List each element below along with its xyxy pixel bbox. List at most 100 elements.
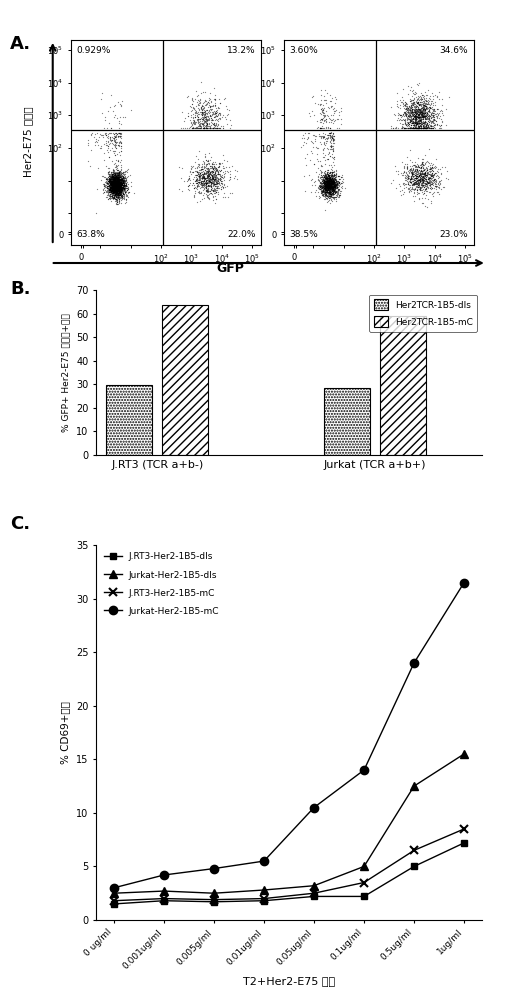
Point bbox=[203, 183, 211, 199]
Point bbox=[109, 171, 117, 187]
Point bbox=[315, 179, 323, 195]
Point bbox=[406, 113, 414, 129]
Point bbox=[325, 170, 334, 186]
Point bbox=[221, 165, 229, 181]
Point bbox=[328, 164, 336, 180]
Point bbox=[119, 191, 127, 207]
Point bbox=[403, 160, 411, 176]
Point bbox=[103, 137, 112, 153]
Point bbox=[190, 120, 198, 136]
Point bbox=[414, 179, 422, 195]
Point bbox=[109, 182, 117, 198]
Point bbox=[204, 173, 212, 189]
Point bbox=[419, 166, 427, 182]
Point bbox=[328, 180, 336, 196]
Point bbox=[110, 188, 118, 204]
Point bbox=[418, 87, 426, 103]
Point bbox=[104, 166, 112, 182]
Point bbox=[330, 135, 338, 151]
Point bbox=[315, 190, 323, 206]
Point bbox=[413, 116, 421, 132]
Point bbox=[430, 112, 438, 128]
Point bbox=[414, 120, 422, 136]
Point bbox=[103, 183, 112, 199]
Point bbox=[324, 182, 332, 198]
Point bbox=[408, 164, 416, 180]
Point bbox=[425, 120, 433, 136]
Point bbox=[194, 172, 202, 188]
Point bbox=[120, 169, 128, 185]
Point bbox=[330, 170, 338, 186]
Point bbox=[110, 156, 118, 172]
Point bbox=[322, 171, 330, 187]
Point bbox=[318, 171, 327, 187]
Point bbox=[111, 179, 119, 195]
Point bbox=[430, 115, 438, 131]
Point bbox=[111, 176, 119, 192]
Point bbox=[421, 105, 429, 121]
Point bbox=[107, 164, 115, 180]
Point bbox=[427, 176, 436, 192]
Point bbox=[112, 176, 120, 192]
Point bbox=[409, 173, 417, 189]
Point bbox=[120, 177, 128, 193]
Point bbox=[212, 184, 220, 200]
Point bbox=[112, 184, 120, 200]
Point bbox=[116, 183, 124, 199]
Point bbox=[122, 191, 130, 207]
Point bbox=[117, 169, 125, 185]
Point bbox=[112, 183, 120, 199]
Point bbox=[402, 120, 410, 136]
Point bbox=[199, 120, 207, 136]
Point bbox=[116, 176, 124, 192]
Point bbox=[187, 118, 195, 134]
Point bbox=[326, 183, 334, 199]
Point bbox=[105, 181, 114, 197]
Point bbox=[200, 99, 208, 115]
Point bbox=[195, 157, 203, 173]
Point bbox=[209, 120, 217, 136]
Point bbox=[323, 166, 331, 182]
Point bbox=[321, 174, 330, 190]
Point bbox=[109, 185, 117, 201]
Point bbox=[422, 114, 430, 130]
Point bbox=[423, 96, 431, 112]
Point bbox=[321, 171, 329, 187]
Point bbox=[195, 118, 203, 134]
Point bbox=[428, 120, 437, 136]
Point bbox=[335, 168, 343, 184]
Point bbox=[318, 176, 326, 192]
Point bbox=[413, 116, 421, 132]
Point bbox=[115, 185, 123, 201]
Point bbox=[324, 151, 333, 167]
Point bbox=[417, 170, 425, 186]
Point bbox=[327, 157, 335, 173]
Point bbox=[416, 172, 424, 188]
Point bbox=[111, 183, 119, 199]
Point bbox=[189, 175, 197, 191]
Point bbox=[121, 178, 129, 194]
Point bbox=[115, 176, 123, 192]
Point bbox=[322, 178, 331, 194]
Point bbox=[429, 102, 438, 118]
Point bbox=[424, 92, 432, 108]
Point bbox=[418, 171, 426, 187]
Point bbox=[111, 183, 119, 199]
Point bbox=[116, 172, 124, 188]
Point bbox=[320, 92, 329, 108]
Point bbox=[407, 98, 415, 114]
Point bbox=[108, 184, 117, 200]
Point bbox=[409, 161, 417, 177]
Point bbox=[420, 108, 428, 124]
Jurkat-Her2-1B5-dls bbox=[411, 780, 417, 792]
Point bbox=[108, 170, 116, 186]
Point bbox=[330, 183, 338, 199]
Point bbox=[427, 120, 435, 136]
Point bbox=[410, 157, 418, 173]
Point bbox=[116, 174, 124, 190]
Point bbox=[206, 120, 214, 136]
Point bbox=[409, 106, 417, 122]
Point bbox=[420, 118, 428, 134]
Point bbox=[416, 174, 424, 190]
Point bbox=[328, 178, 336, 194]
